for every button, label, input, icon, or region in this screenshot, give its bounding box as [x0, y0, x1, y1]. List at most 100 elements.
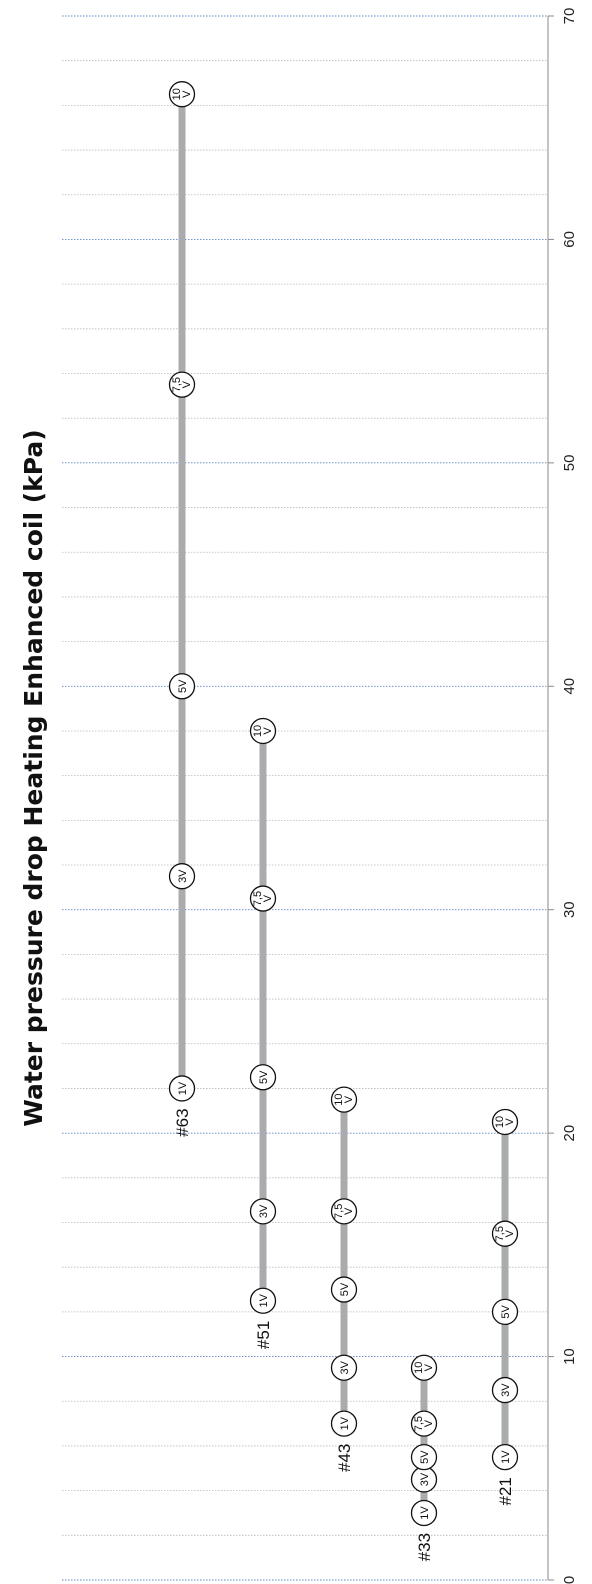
- series-group: 1V 3V 5V 7,5V 10V #51: [249, 717, 277, 1349]
- data-point-marker: 1V: [491, 1443, 519, 1471]
- marker-label-group: 5V: [419, 1450, 431, 1464]
- data-point-marker: 5V: [410, 1443, 438, 1471]
- marker-label-group: 1V: [500, 1450, 512, 1464]
- marker-circle: [330, 1410, 358, 1437]
- point-label: 1V: [258, 1293, 270, 1307]
- marker-label-group: 1V: [339, 1416, 351, 1430]
- point-label: 7,5V: [494, 1226, 516, 1241]
- point-label: 5V: [177, 679, 189, 693]
- marker-label-group: 7,5V: [252, 891, 274, 906]
- marker-label-group: 7,5V: [494, 1226, 516, 1241]
- data-point-marker: 3V: [491, 1376, 519, 1404]
- marker-circle: [249, 885, 277, 912]
- point-label: 10V: [252, 725, 274, 737]
- marker-circle: [330, 1198, 358, 1225]
- tick-label: 70: [561, 8, 578, 25]
- series-group: 1V 3V 5V 7,5V 10V #43: [330, 1086, 358, 1472]
- data-point-marker: 5V: [168, 673, 196, 700]
- data-point-marker: 5V: [330, 1276, 358, 1303]
- point-label: 10V: [171, 88, 193, 100]
- tick-label: 60: [561, 231, 578, 248]
- data-point-marker: 3V: [410, 1466, 438, 1493]
- data-point-marker: 10V: [249, 717, 277, 745]
- marker-label-group: 3V: [419, 1472, 431, 1486]
- point-label: 5V: [258, 1070, 270, 1084]
- marker-circle: [330, 1276, 358, 1303]
- series-group: 1V 3V 5V 7,5V 10V #33: [410, 1354, 438, 1561]
- data-point-marker: 3V: [330, 1354, 358, 1381]
- series-label: #63: [173, 1108, 192, 1136]
- data-point-marker: 7,5V: [410, 1410, 438, 1437]
- point-label: 3V: [258, 1204, 270, 1218]
- marker-circle: [249, 717, 277, 745]
- point-label: 7,5V: [171, 377, 193, 392]
- series-label: #21: [496, 1477, 515, 1505]
- point-label: 1V: [419, 1506, 431, 1520]
- marker-label-group: 3V: [258, 1204, 270, 1218]
- marker-circle: [491, 1220, 519, 1247]
- data-point-marker: 3V: [249, 1198, 277, 1225]
- marker-circle: [410, 1443, 438, 1471]
- marker-circle: [330, 1086, 358, 1113]
- data-point-marker: 1V: [410, 1499, 438, 1527]
- point-label: 10V: [494, 1116, 516, 1128]
- marker-label-group: 5V: [500, 1305, 512, 1319]
- series-label: #43: [335, 1444, 354, 1472]
- marker-label-group: 1V: [258, 1293, 270, 1307]
- marker-label-group: 10V: [252, 725, 274, 737]
- data-point-marker: 1V: [249, 1287, 277, 1314]
- marker-circle: [491, 1108, 519, 1136]
- data-point-marker: 5V: [491, 1298, 519, 1326]
- marker-circle: [249, 1198, 277, 1225]
- marker-circle: [410, 1410, 438, 1437]
- marker-circle: [249, 1287, 277, 1314]
- tick-label: 10: [561, 1348, 578, 1365]
- marker-label-group: 10V: [413, 1362, 435, 1374]
- point-label: 3V: [419, 1472, 431, 1486]
- marker-circle: [168, 81, 196, 108]
- data-point-marker: 7,5V: [249, 885, 277, 912]
- value-axis-ticks: 0 10 20 30 40 50 60 70: [548, 8, 578, 1584]
- marker-label-group: 7,5V: [333, 1204, 355, 1219]
- marker-circle: [249, 1064, 277, 1091]
- point-label: 1V: [339, 1416, 351, 1430]
- point-label: 7,5V: [333, 1204, 355, 1219]
- point-label: 5V: [419, 1450, 431, 1464]
- marker-circle: [168, 1075, 196, 1102]
- marker-label-group: 10V: [333, 1094, 355, 1106]
- marker-label-group: 5V: [258, 1070, 270, 1084]
- point-label: 3V: [177, 869, 189, 883]
- marker-circle: [330, 1354, 358, 1381]
- series-bars: 1V 3V 5V 7,5V 10V #21 1V 3V 5V 7,5V 10V #33 1V 3V 5V 7,…: [168, 81, 519, 1561]
- chart-title: Water pressure drop Heating Enhanced coi…: [19, 429, 48, 1126]
- point-label: 10V: [333, 1094, 355, 1106]
- marker-circle: [168, 863, 196, 890]
- point-label: 5V: [339, 1282, 351, 1296]
- data-point-marker: 3V: [168, 863, 196, 890]
- marker-circle: [491, 1298, 519, 1326]
- marker-circle: [491, 1376, 519, 1404]
- tick-label: 20: [561, 1125, 578, 1142]
- marker-label-group: 10V: [494, 1116, 516, 1128]
- marker-label-group: 3V: [500, 1383, 512, 1397]
- marker-circle: [491, 1443, 519, 1471]
- data-point-marker: 1V: [330, 1410, 358, 1437]
- point-label: 7,5V: [252, 891, 274, 906]
- point-label: 3V: [339, 1360, 351, 1374]
- point-label: 3V: [500, 1383, 512, 1397]
- marker-label-group: 3V: [177, 869, 189, 883]
- tick-label: 30: [561, 901, 578, 918]
- data-point-marker: 7,5V: [330, 1198, 358, 1225]
- data-point-marker: 5V: [249, 1064, 277, 1091]
- data-point-marker: 10V: [410, 1354, 438, 1381]
- marker-label-group: 5V: [339, 1282, 351, 1296]
- marker-label-group: 10V: [171, 88, 193, 100]
- data-point-marker: 1V: [168, 1075, 196, 1102]
- marker-label-group: 7,5V: [413, 1416, 435, 1431]
- series-group: 1V 3V 5V 7,5V 10V #21: [491, 1108, 519, 1505]
- data-point-marker: 10V: [168, 81, 196, 108]
- point-label: 1V: [177, 1081, 189, 1095]
- marker-label-group: 1V: [419, 1506, 431, 1520]
- data-point-marker: 7,5V: [168, 371, 196, 398]
